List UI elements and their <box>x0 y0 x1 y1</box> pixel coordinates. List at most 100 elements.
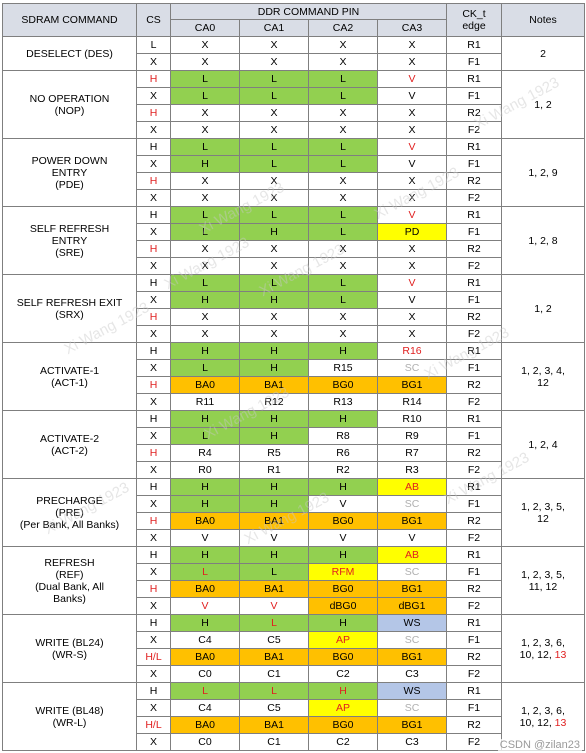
ca0-cell: H <box>170 478 240 496</box>
command-name-line: ACTIVATE-2 <box>39 432 100 445</box>
notes-segment: 10, 12, <box>519 716 555 729</box>
ca3-cell: BG1 <box>377 376 447 394</box>
ca1-cell: X <box>239 325 309 343</box>
notes-segment: 2 <box>540 47 546 60</box>
notes-cell: 1, 2 <box>501 274 585 343</box>
ca2-cell: L <box>308 155 378 173</box>
ck-edge-cell: R1 <box>446 614 502 632</box>
cs-cell: H <box>136 308 171 326</box>
notes-line: 1, 2, 3, 5, <box>521 569 565 581</box>
cs-cell: X <box>136 733 171 751</box>
ck-edge-cell: F1 <box>446 631 502 649</box>
table-row: X X X X X F2 <box>3 257 585 275</box>
notes-segment: 11, 12 <box>528 580 558 593</box>
ca1-cell: H <box>239 410 309 428</box>
ca1-cell: L <box>239 138 309 156</box>
ck-edge-cell: F1 <box>446 495 502 513</box>
ca0-cell: H <box>170 495 240 513</box>
ca0-cell: L <box>170 138 240 156</box>
cs-cell: X <box>136 87 171 105</box>
ca2-cell: L <box>308 291 378 309</box>
notes-segment: 13 <box>554 648 567 661</box>
ca1-cell: H <box>239 495 309 513</box>
ca3-cell: R7 <box>377 444 447 462</box>
table-row: NO OPERATION (NOP) H L L L V R1 1, 2 <box>2 70 585 139</box>
cs-cell: H <box>136 478 171 496</box>
ca3-cell: SC <box>377 495 447 513</box>
header-command: SDRAM COMMAND <box>2 3 137 37</box>
ca0-cell: H <box>170 410 240 428</box>
command-name-line: (ACT-2) <box>51 444 88 457</box>
table-row: X L L RFM SC F1 <box>3 563 585 581</box>
ca3-cell: R3 <box>377 461 447 479</box>
table-row: X L L L V F1 <box>3 87 585 105</box>
ca0-cell: BA0 <box>170 512 240 530</box>
notes-segment: 1, 2, 3, 5, <box>521 500 565 513</box>
ca0-cell: H <box>170 342 240 360</box>
ca0-cell: BA0 <box>170 716 240 734</box>
notes-line: 11, 12 <box>529 581 557 593</box>
ca1-cell: L <box>239 70 309 88</box>
ca0-cell: BA0 <box>170 580 240 598</box>
notes-segment: 1, 2, 8 <box>528 234 558 247</box>
table-row: X C4 C5 AP SC F1 <box>3 631 585 649</box>
ca2-cell: BG0 <box>308 512 378 530</box>
ck-edge-cell: R1 <box>446 70 502 88</box>
command-table: SDRAM COMMAND CS DDR COMMAND PIN CK_t edg… <box>2 3 585 751</box>
command-name-line: WRITE (BL48) <box>35 704 104 717</box>
ca3-cell: BG1 <box>377 716 447 734</box>
table-row: H X X X X R2 <box>3 172 585 190</box>
ca0-cell: L <box>170 87 240 105</box>
ca1-cell: X <box>239 53 309 71</box>
command-name: DESELECT (DES) <box>2 36 137 71</box>
command-name-line: PRECHARGE <box>36 494 103 507</box>
ca3-cell: SC <box>377 563 447 581</box>
ca1-cell: R5 <box>239 444 309 462</box>
table-row: ACTIVATE-2 (ACT-2) H H H H R10 R1 1, 2, 4 <box>2 410 585 479</box>
command-name-line: (Per Bank, All Banks) <box>19 518 120 531</box>
ca3-cell: BG1 <box>377 580 447 598</box>
ca2-cell: AP <box>308 699 378 717</box>
ca1-cell: BA1 <box>239 512 309 530</box>
ca0-cell: X <box>170 104 240 122</box>
ca2-cell: L <box>308 87 378 105</box>
command-name: WRITE (BL48) (WR-L) <box>2 682 137 751</box>
notes-cell: 1, 2, 3, 4, 12 <box>501 342 585 411</box>
command-name-line: ACTIVATE-1 <box>39 364 100 377</box>
ca3-cell: BG1 <box>377 648 447 666</box>
cs-cell: H <box>136 342 171 360</box>
ca2-cell: R13 <box>308 393 378 411</box>
ca2-cell: X <box>308 308 378 326</box>
ca1-cell: C5 <box>239 631 309 649</box>
ca3-cell: SC <box>377 359 447 377</box>
ca3-cell: V <box>377 274 447 292</box>
ca3-cell: R16 <box>377 342 447 360</box>
notes-line: 12 <box>537 513 549 525</box>
ca3-cell: C3 <box>377 665 447 683</box>
ca0-cell: L <box>170 70 240 88</box>
command-name-line: (REF) <box>55 568 84 581</box>
notes-cell: 1, 2, 3, 5, 12 <box>501 478 585 547</box>
notes-line: 1, 2 <box>534 303 552 315</box>
notes-segment: 1, 2 <box>534 98 552 111</box>
notes-line: 1, 2, 8 <box>528 235 557 247</box>
ca0-cell: BA0 <box>170 376 240 394</box>
ck-edge-cell: R1 <box>446 546 502 564</box>
ca1-cell: BA1 <box>239 376 309 394</box>
ck-edge-cell: R1 <box>446 138 502 156</box>
ca2-cell: V <box>308 495 378 513</box>
ca2-cell: L <box>308 223 378 241</box>
header-ck-edge: CK_t edge <box>446 3 502 37</box>
cs-cell: H <box>136 138 171 156</box>
ck-edge-cell: F1 <box>446 155 502 173</box>
table-row: H X X X X R2 <box>3 308 585 326</box>
ca2-cell: X <box>308 325 378 343</box>
ca0-cell: X <box>170 240 240 258</box>
ca3-cell: X <box>377 189 447 207</box>
ca1-cell: V <box>239 597 309 615</box>
ck-edge-cell: R2 <box>446 104 502 122</box>
ca1-cell: H <box>239 342 309 360</box>
ck-edge-cell: F1 <box>446 699 502 717</box>
